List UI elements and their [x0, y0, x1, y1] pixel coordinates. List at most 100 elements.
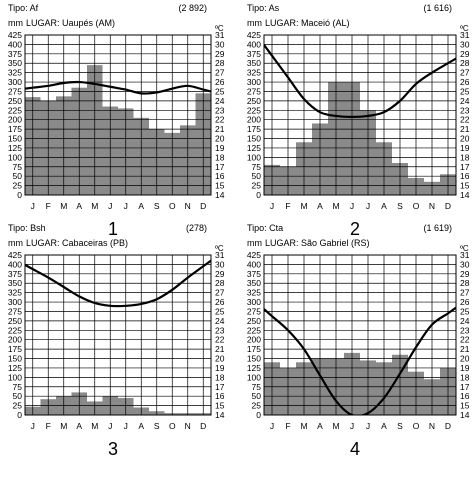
y2-tick-label: 16 [215, 171, 225, 181]
y2-tick-label: 15 [215, 401, 225, 411]
y-tick-label: 50 [252, 171, 262, 181]
y2-tick-label: 15 [460, 181, 470, 191]
y2-tick-label: 26 [460, 77, 470, 87]
y-tick-label: 0 [256, 410, 261, 420]
y2-tick-label: 30 [215, 259, 225, 269]
y2-tick-label: 15 [460, 401, 470, 411]
y-tick-label: 425 [247, 30, 261, 40]
y2-tick-label: 31 [215, 250, 225, 260]
x-tick-label: A [317, 421, 323, 431]
x-tick-label: J [124, 421, 128, 431]
tipo-label: Tipo: Cta [247, 223, 283, 233]
x-tick-label: A [138, 201, 144, 211]
y-tick-label: 75 [13, 382, 23, 392]
grid [25, 254, 211, 416]
right-unit: ºC [460, 24, 469, 33]
total-precipitation: (1 616) [423, 3, 452, 13]
y2-tick-label: 17 [460, 382, 470, 392]
y2-tick-label: 27 [460, 68, 470, 78]
y2-tick-label: 22 [460, 115, 470, 125]
y-tick-label: 275 [247, 86, 261, 96]
y-tick-label: 375 [247, 49, 261, 59]
y-tick-label: 125 [8, 143, 22, 153]
y2-tick-label: 19 [460, 363, 470, 373]
x-tick-label: M [60, 201, 67, 211]
y-tick-label: 50 [252, 391, 262, 401]
y2-tick-label: 14 [215, 410, 225, 420]
y-tick-label: 225 [8, 325, 22, 335]
left-unit: mm [8, 18, 23, 28]
x-tick-label: A [76, 421, 82, 431]
y-tick-label: 250 [247, 96, 261, 106]
figure-number: 2 [350, 219, 360, 239]
x-tick-label: F [285, 421, 290, 431]
plot-frame [24, 254, 212, 416]
y2-tick-label: 30 [460, 259, 470, 269]
y2-tick-label: 18 [460, 372, 470, 382]
climate-chart-3: Tipo: Bsh (278) mm LUGAR: Cabaceiras (PB) ºC… [8, 223, 225, 459]
x-tick-label: J [108, 201, 112, 211]
x-tick-label: D [445, 421, 451, 431]
y2-tick-label: 17 [215, 382, 225, 392]
x-tick-label: A [381, 201, 387, 211]
y2-tick-label: 18 [460, 152, 470, 162]
x-tick-label: N [429, 421, 435, 431]
x-tick-label: S [154, 421, 160, 431]
y2-tick-label: 20 [460, 354, 470, 364]
y-tick-label: 225 [8, 105, 22, 115]
x-tick-label: N [185, 421, 191, 431]
y-tick-label: 200 [247, 335, 261, 345]
figure-number: 1 [108, 219, 118, 239]
x-tick-label: M [91, 201, 98, 211]
y-tick-label: 250 [8, 316, 22, 326]
y-tick-label: 0 [17, 190, 22, 200]
y2-tick-label: 30 [460, 39, 470, 49]
plot-frame [263, 34, 457, 196]
total-precipitation: (2 892) [178, 3, 207, 13]
y-tick-label: 100 [8, 152, 22, 162]
x-tick-label: N [185, 201, 191, 211]
y2-tick-label: 21 [215, 124, 225, 134]
right-unit: ºC [215, 244, 224, 253]
x-tick-label: J [108, 421, 112, 431]
y2-tick-label: 18 [215, 372, 225, 382]
y-tick-label: 175 [247, 344, 261, 354]
y-tick-label: 400 [8, 259, 22, 269]
total-precipitation: (1 619) [423, 223, 452, 233]
x-tick-label: O [413, 421, 420, 431]
y2-tick-label: 27 [215, 288, 225, 298]
x-tick-label: M [332, 421, 339, 431]
x-tick-label: F [285, 201, 290, 211]
y2-tick-label: 29 [215, 269, 225, 279]
y-tick-label: 225 [247, 105, 261, 115]
x-tick-label: A [76, 201, 82, 211]
y2-tick-label: 22 [215, 115, 225, 125]
y2-tick-label: 28 [460, 278, 470, 288]
y2-tick-label: 22 [460, 335, 470, 345]
plot-frame [263, 254, 457, 416]
x-tick-label: D [445, 201, 451, 211]
x-tick-label: J [31, 421, 35, 431]
y2-tick-label: 23 [460, 325, 470, 335]
x-tick-label: N [429, 201, 435, 211]
left-unit: mm [247, 238, 262, 248]
y-tick-label: 275 [247, 306, 261, 316]
y2-tick-label: 16 [215, 391, 225, 401]
y-tick-label: 350 [8, 58, 22, 68]
y-tick-label: 325 [247, 68, 261, 78]
figure-number: 4 [350, 439, 360, 459]
x-tick-label: J [270, 421, 274, 431]
x-tick-label: M [332, 201, 339, 211]
x-tick-label: D [200, 201, 206, 211]
x-tick-label: A [381, 421, 387, 431]
y-tick-label: 175 [247, 124, 261, 134]
temperature-line [264, 306, 456, 415]
y-tick-label: 100 [247, 152, 261, 162]
y2-tick-label: 28 [460, 58, 470, 68]
y-tick-label: 400 [247, 39, 261, 49]
x-tick-label: A [317, 201, 323, 211]
tipo-label: Tipo: Af [8, 3, 39, 13]
x-tick-label: F [46, 421, 51, 431]
y-tick-label: 0 [17, 410, 22, 420]
